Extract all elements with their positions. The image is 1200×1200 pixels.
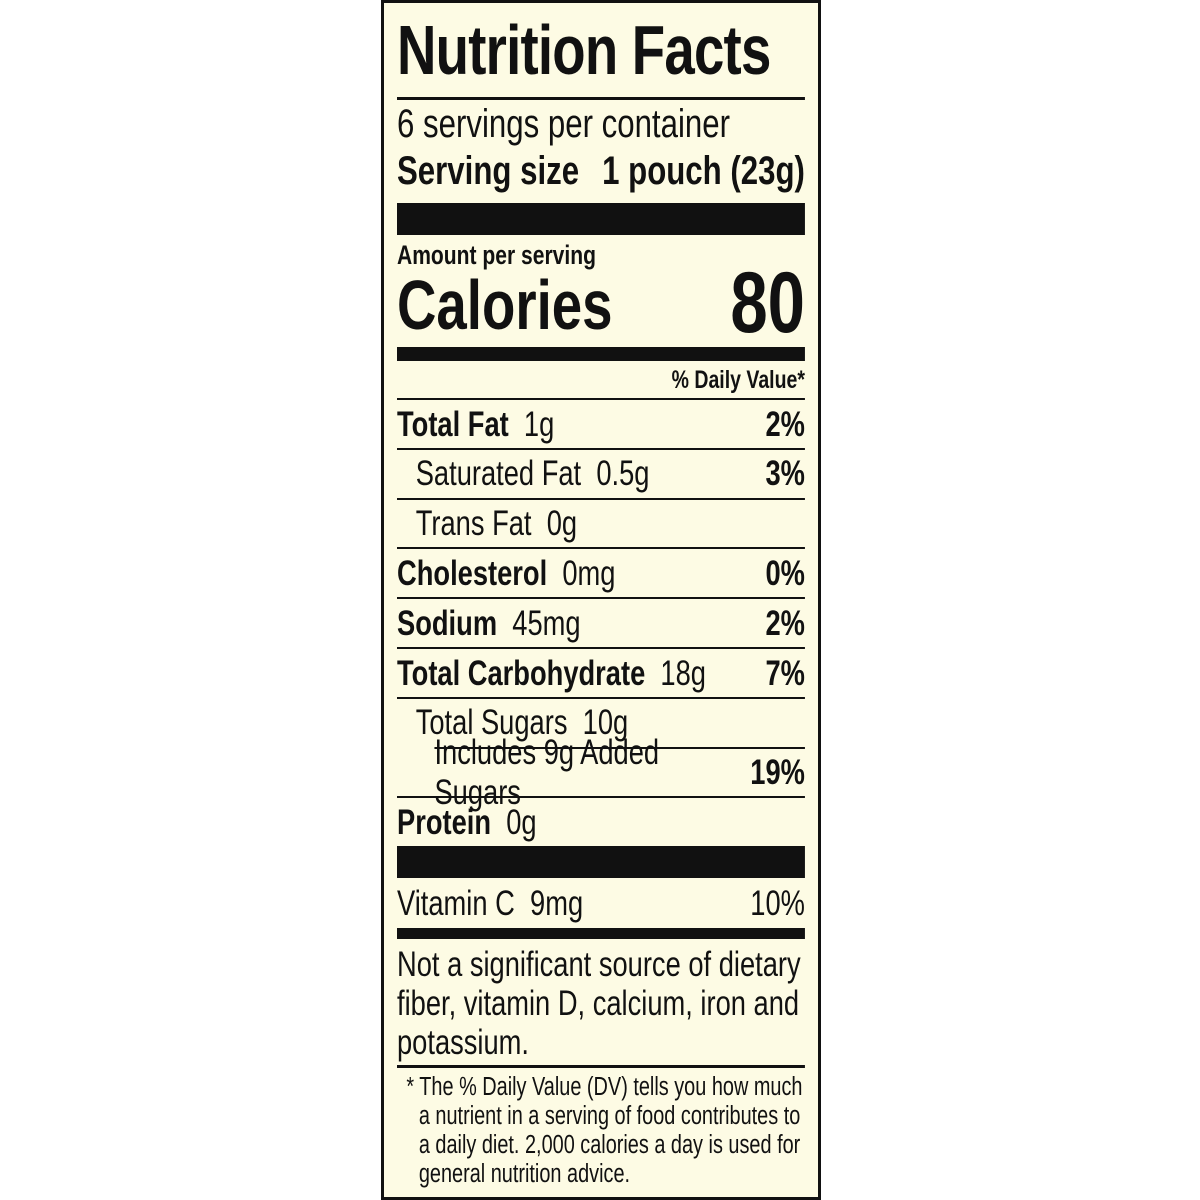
nutrient-amount: 1g: [523, 404, 555, 444]
nutrition-facts-label: Nutrition Facts 6 servings per container…: [381, 0, 821, 1200]
nutrient-name: Includes 9g Added Sugars: [434, 733, 660, 813]
nutrient-daily-value: 3%: [765, 454, 805, 494]
serving-size-label: Serving size: [397, 149, 580, 193]
nutrient-amount: 45mg: [512, 603, 581, 643]
nutrient-name: Cholesterol: [397, 553, 548, 593]
nutrient-row: Protein 0g: [397, 798, 805, 847]
nutrient-amount: 0mg: [562, 553, 616, 593]
nutrient-row: Sodium 45mg 2%: [397, 599, 805, 648]
divider: [397, 497, 805, 500]
nutrient-amount: 0g: [546, 504, 578, 544]
calories-row: Calories 80: [397, 255, 805, 347]
vitamin-amount: 9mg: [530, 883, 584, 923]
divider: [397, 647, 805, 649]
vitamin-label: Vitamin C 9mg: [397, 884, 583, 924]
divider: [397, 97, 805, 100]
nutrient-row: Includes 9g Added Sugars 19%: [397, 733, 805, 812]
divider: [397, 547, 805, 550]
nutrient-label: Saturated Fat 0.5g: [397, 454, 650, 494]
nutrient-amount: 10g: [582, 703, 629, 743]
serving-size: Serving size 1 pouch (23g): [397, 147, 805, 195]
divider: [397, 696, 805, 699]
nutrient-amount: 18g: [660, 653, 706, 693]
nutrient-daily-value: 7%: [765, 653, 805, 693]
servings-per-container: 6 servings per container: [397, 102, 730, 146]
nutrient-name: Total Carbohydrate: [397, 653, 646, 693]
nutrient-name: Total Fat: [397, 404, 509, 444]
daily-value-footnote: * The % Daily Value (DV) tells you how m…: [406, 1073, 803, 1188]
nutrient-name: Total Sugars: [415, 703, 568, 743]
nutrient-daily-value: 2%: [765, 404, 805, 444]
divider: [397, 447, 805, 450]
daily-value-header: % Daily Value*: [671, 366, 805, 394]
vitamin-daily-value: 10%: [750, 883, 805, 923]
divider: [434, 746, 805, 749]
nutrient-label: Cholesterol 0mg: [397, 554, 615, 594]
not-significant-note: Not a significant source of dietary fibe…: [397, 945, 801, 1062]
nutrient-label: Total Sugars 10g: [397, 703, 628, 743]
divider: [397, 597, 805, 600]
divider: [397, 796, 805, 799]
divider: [397, 1065, 805, 1068]
serving-size-value: 1 pouch (23g): [602, 149, 805, 193]
label-title: Nutrition Facts: [397, 11, 771, 89]
calories-value: 80: [730, 255, 805, 351]
thick-divider: [397, 846, 805, 878]
nutrient-daily-value: 0%: [765, 553, 805, 593]
thick-divider: [397, 347, 805, 361]
nutrient-row: Total Carbohydrate 18g 7%: [397, 649, 805, 698]
nutrient-row: Cholesterol 0mg 0%: [397, 549, 805, 598]
nutrient-name: Sodium: [397, 603, 498, 643]
medium-divider: [397, 928, 805, 939]
nutrient-row: Trans Fat 0g: [397, 500, 805, 549]
nutrient-row: Total Sugars 10g: [397, 699, 805, 748]
nutrient-name: Saturated Fat: [415, 454, 582, 494]
nutrient-row: Saturated Fat 0.5g 3%: [397, 450, 805, 499]
nutrient-label: Protein 0g: [397, 803, 537, 843]
nutrient-name: Protein: [397, 802, 492, 842]
nutrient-amount: 0.5g: [596, 454, 650, 494]
calories-label: Calories: [397, 266, 613, 344]
vitamin-row: Vitamin C 9mg 10%: [397, 879, 805, 928]
nutrient-label: Trans Fat 0g: [397, 504, 577, 544]
nutrient-row: Total Fat 1g 2%: [397, 400, 805, 449]
divider: [397, 398, 805, 400]
vitamin-name: Vitamin C: [397, 883, 515, 923]
amount-per-serving: Amount per serving: [397, 240, 596, 270]
nutrient-daily-value: 2%: [765, 603, 805, 643]
nutrient-label: Total Fat 1g: [397, 405, 554, 445]
nutrient-label: Sodium 45mg: [397, 604, 581, 644]
nutrient-amount: 0g: [506, 802, 537, 842]
thick-divider: [397, 203, 805, 235]
nutrient-daily-value: 19%: [750, 753, 805, 793]
nutrient-name: Trans Fat: [415, 504, 532, 544]
nutrient-label: Total Carbohydrate 18g: [397, 654, 706, 694]
nutrient-label: Includes 9g Added Sugars: [397, 733, 750, 813]
